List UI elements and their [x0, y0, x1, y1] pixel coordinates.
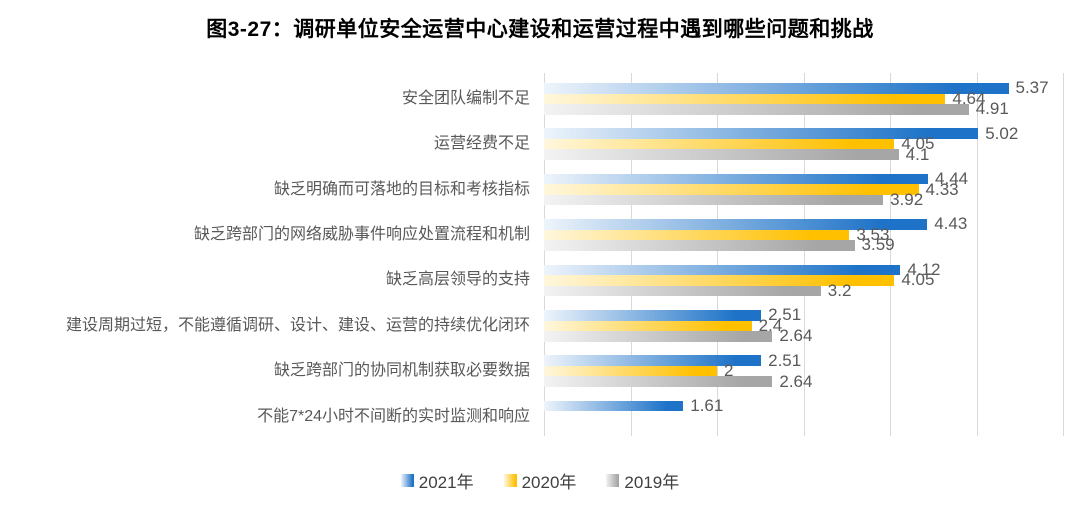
value-label: 4.12 [907, 259, 941, 279]
bar-2021年-series [544, 173, 929, 185]
value-label: 2.51 [768, 350, 802, 370]
value-label: 1.61 [690, 396, 724, 416]
category-label: 运营经费不足 [433, 135, 530, 153]
value-label: 4.33 [925, 179, 959, 199]
bar-2021年-series [544, 310, 762, 321]
bar-2021年-series [544, 264, 901, 276]
value-label: 4.05 [901, 270, 935, 290]
value-label: 2.51 [768, 305, 802, 325]
legend-swatch-icon [400, 473, 414, 487]
bar-2020年-series [544, 275, 895, 286]
bar-2019年-series [544, 240, 855, 251]
value-label: 3.92 [890, 190, 924, 210]
gridline-x-3 [803, 73, 805, 436]
value-label: 3.59 [861, 235, 895, 255]
legend: 2021年 2020年 2019年 [0, 468, 1080, 493]
value-label: 3.2 [827, 280, 852, 300]
legend-label: 2019年 [624, 472, 680, 492]
gridline-x-6 [1063, 73, 1064, 436]
value-label: 4.91 [975, 99, 1009, 119]
category-label: 缺乏跨部门的网络威胁事件响应处置流程和机制 [193, 225, 530, 243]
value-label: 2 [724, 361, 734, 381]
bar-2021年-series [544, 83, 1009, 94]
category-label: 不能7*24小时不间断的实时监测和响应 [257, 407, 530, 425]
chart-title: 图3-27：调研单位安全运营中心建设和运营过程中遇到哪些问题和挑战 [206, 18, 874, 41]
value-label: 2.64 [779, 326, 813, 346]
gridline-x-1 [630, 73, 632, 436]
legend-swatch-icon [503, 473, 517, 487]
bar-2019年-series [544, 376, 773, 387]
bar-2021年-series [544, 219, 928, 230]
legend-item-2020年: 2020年 [503, 468, 577, 493]
value-label: 4.1 [905, 144, 930, 164]
bar-2020年-series [544, 229, 850, 241]
legend-item-2021年: 2021年 [400, 468, 474, 493]
value-label: 4.64 [952, 88, 986, 108]
bar-2019年-series [544, 104, 969, 115]
legend-label: 2020年 [521, 472, 577, 492]
category-label: 安全团队编制不足 [401, 89, 530, 107]
bar-2021年-series [544, 400, 684, 412]
legend-item-2019年: 2019年 [606, 468, 679, 493]
bar-2019年-series [544, 285, 821, 297]
value-label: 5.37 [1015, 78, 1049, 98]
gridline-x-4 [890, 73, 891, 436]
value-label: 4.44 [935, 169, 969, 189]
legend-label: 2021年 [418, 472, 474, 492]
value-label: 3.53 [856, 224, 890, 244]
category-label: 缺乏明确而可落地的目标和考核指标 [273, 180, 530, 198]
bar-2021年-series [544, 128, 979, 139]
category-label: 缺乏高层领导的支持 [385, 271, 530, 289]
bar-2019年-series [544, 331, 773, 342]
category-label: 建设周期过短，不能遵循调研、设计、建设、运营的持续优化闭环 [65, 316, 530, 334]
value-label: 4.43 [934, 214, 968, 234]
bar-2021年-series [544, 355, 762, 366]
gridline-x-2 [717, 73, 718, 436]
bar-2020年-series [544, 184, 919, 195]
bar-2020年-series [544, 138, 895, 150]
bar-2020年-series [544, 93, 946, 104]
legend-swatch-icon [606, 473, 620, 487]
bar-2019年-series [544, 149, 899, 160]
category-label: 缺乏跨部门的协同机制获取必要数据 [273, 362, 530, 380]
gridline-x-5 [976, 73, 978, 436]
value-label: 5.02 [985, 123, 1019, 143]
gridline-x-0 [544, 73, 545, 436]
value-label: 2.4 [758, 315, 783, 335]
bar-2020年-series [544, 320, 752, 331]
value-label: 4.05 [901, 134, 935, 154]
bar-2019年-series [544, 194, 884, 206]
bar-2020年-series [544, 365, 717, 377]
value-label: 2.64 [779, 371, 813, 391]
